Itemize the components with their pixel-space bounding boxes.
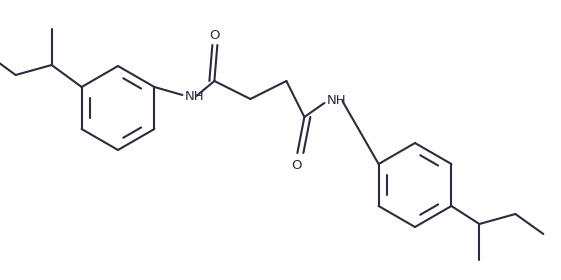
Text: NH: NH — [327, 95, 346, 108]
Text: O: O — [209, 29, 219, 41]
Text: O: O — [291, 158, 302, 171]
Text: NH: NH — [185, 90, 204, 102]
